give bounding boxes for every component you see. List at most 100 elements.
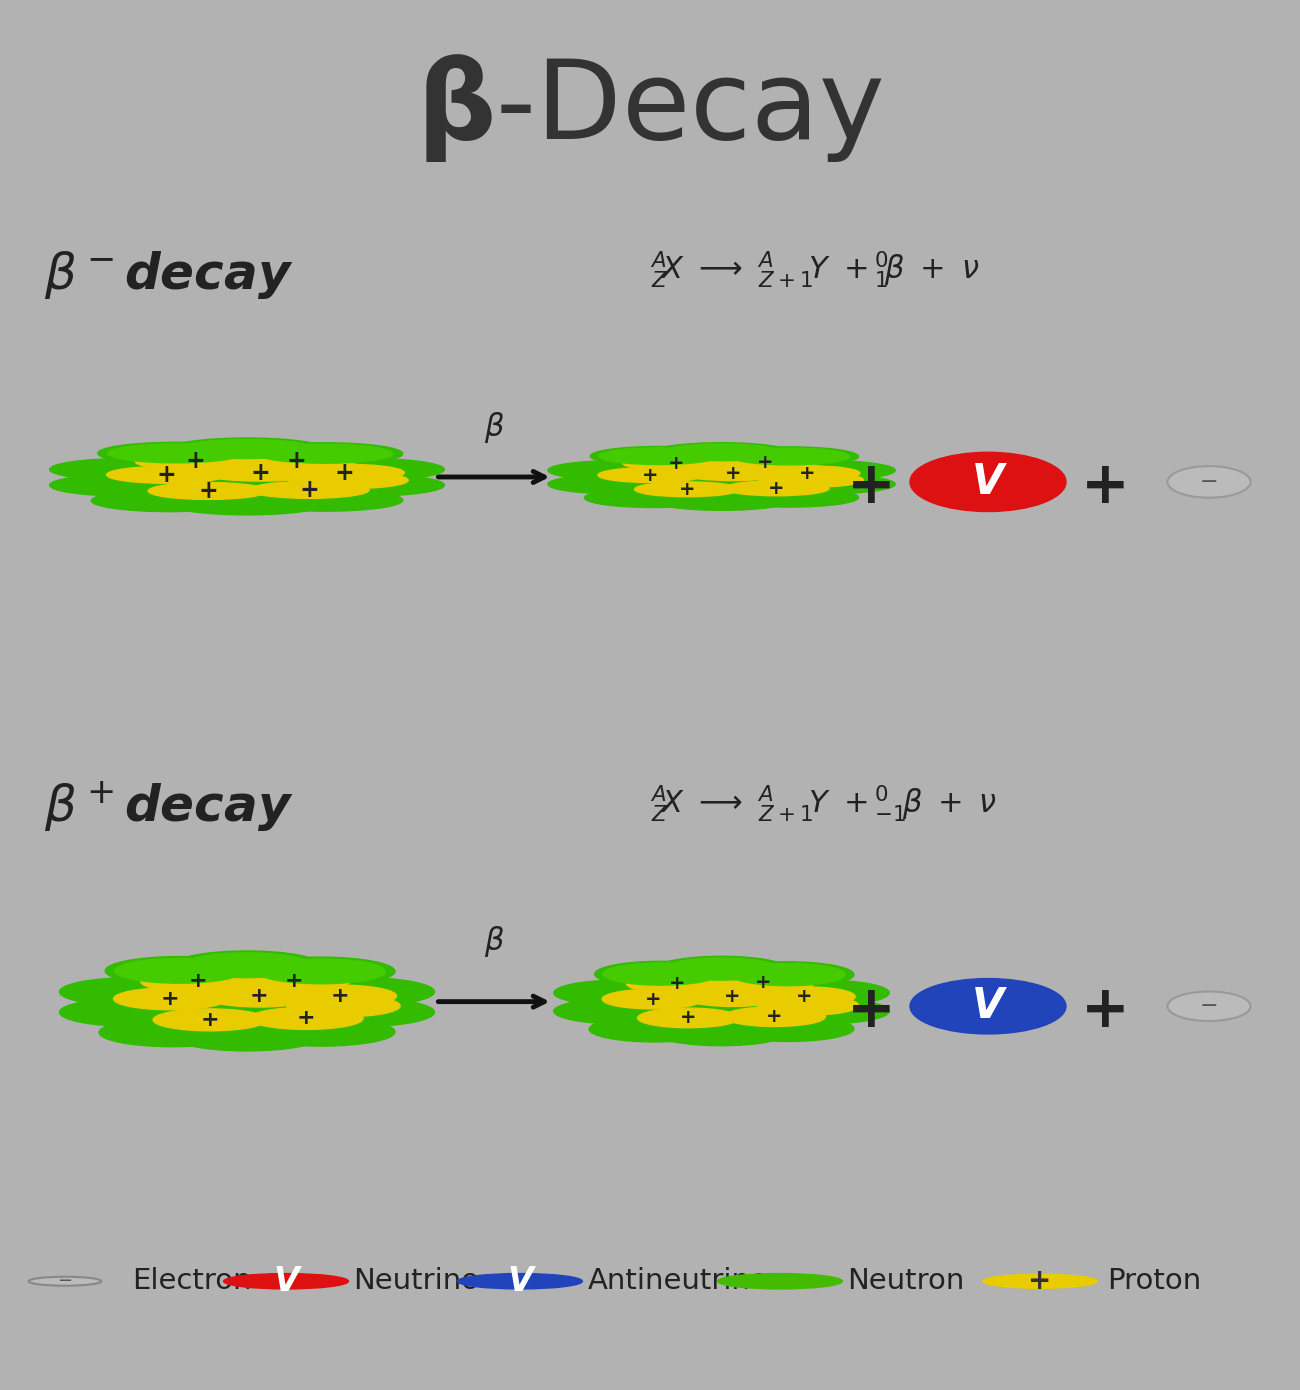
Ellipse shape xyxy=(287,998,434,1027)
Ellipse shape xyxy=(662,443,781,460)
Text: +: + xyxy=(330,986,348,1006)
Ellipse shape xyxy=(203,986,316,1006)
Ellipse shape xyxy=(140,970,255,992)
Text: +: + xyxy=(757,453,773,473)
Ellipse shape xyxy=(60,998,207,1027)
Ellipse shape xyxy=(250,1008,363,1030)
Text: +: + xyxy=(161,988,179,1009)
Circle shape xyxy=(718,1273,842,1289)
Ellipse shape xyxy=(247,443,403,464)
Ellipse shape xyxy=(724,1006,826,1026)
Text: Neutrino: Neutrino xyxy=(354,1268,480,1295)
Text: +: + xyxy=(198,480,218,503)
Ellipse shape xyxy=(179,439,315,459)
Ellipse shape xyxy=(169,438,325,460)
Ellipse shape xyxy=(98,442,254,464)
Ellipse shape xyxy=(289,471,408,489)
Text: +: + xyxy=(724,987,741,1006)
Ellipse shape xyxy=(547,474,685,493)
Ellipse shape xyxy=(722,446,858,466)
Ellipse shape xyxy=(590,446,727,466)
Ellipse shape xyxy=(634,482,740,496)
Ellipse shape xyxy=(599,448,718,464)
Text: $\bf{\beta}$-Decay: $\bf{\beta}$-Decay xyxy=(416,51,884,164)
Text: $\boldsymbol{\beta^+}$decay: $\boldsymbol{\beta^+}$decay xyxy=(44,780,294,835)
Text: Neutron: Neutron xyxy=(848,1268,965,1295)
Ellipse shape xyxy=(169,493,325,514)
Ellipse shape xyxy=(722,1016,854,1041)
Text: V: V xyxy=(507,1265,533,1298)
Text: Antineutrino: Antineutrino xyxy=(588,1268,768,1295)
Text: +: + xyxy=(188,972,207,991)
Text: −: − xyxy=(1200,473,1218,492)
Ellipse shape xyxy=(105,956,254,986)
Text: +: + xyxy=(766,1008,783,1026)
Ellipse shape xyxy=(712,973,814,992)
Ellipse shape xyxy=(289,459,445,481)
Ellipse shape xyxy=(594,962,727,987)
Ellipse shape xyxy=(603,963,718,986)
Text: +: + xyxy=(200,1011,220,1030)
Text: +: + xyxy=(1028,1268,1052,1295)
Circle shape xyxy=(1167,991,1251,1022)
Ellipse shape xyxy=(731,448,850,464)
Ellipse shape xyxy=(758,473,863,488)
Text: +: + xyxy=(299,478,320,502)
Ellipse shape xyxy=(135,453,255,470)
Text: +: + xyxy=(645,990,662,1009)
Ellipse shape xyxy=(200,464,320,481)
Ellipse shape xyxy=(60,977,207,1006)
Text: +: + xyxy=(1080,459,1130,516)
Text: −: − xyxy=(57,1272,73,1290)
Text: +: + xyxy=(846,459,896,516)
Text: +: + xyxy=(670,974,685,992)
Ellipse shape xyxy=(554,980,686,1005)
Circle shape xyxy=(910,452,1066,512)
Ellipse shape xyxy=(655,1020,788,1045)
Text: $^A_Z\!X\ \longrightarrow\ {^A_{Z+1}\!Y}\ +{^0_1}\!\beta\ +\ \nu$: $^A_Z\!X\ \longrightarrow\ {^A_{Z+1}\!Y}… xyxy=(650,249,979,291)
Ellipse shape xyxy=(680,466,785,481)
Text: +: + xyxy=(667,453,684,473)
Text: +: + xyxy=(334,460,355,485)
Ellipse shape xyxy=(664,958,779,980)
Ellipse shape xyxy=(623,456,728,471)
Ellipse shape xyxy=(722,488,858,507)
Ellipse shape xyxy=(627,974,728,994)
Ellipse shape xyxy=(289,474,445,496)
Ellipse shape xyxy=(754,987,855,1006)
Circle shape xyxy=(983,1275,1097,1289)
Ellipse shape xyxy=(547,460,685,480)
Ellipse shape xyxy=(681,987,784,1006)
Text: Electron: Electron xyxy=(133,1268,252,1295)
Circle shape xyxy=(910,979,1066,1034)
Text: Proton: Proton xyxy=(1108,1268,1202,1295)
Ellipse shape xyxy=(91,489,247,512)
Text: V: V xyxy=(972,986,1004,1027)
Ellipse shape xyxy=(173,987,321,1016)
Ellipse shape xyxy=(758,474,896,493)
Ellipse shape xyxy=(757,998,889,1024)
Text: −: − xyxy=(1200,997,1218,1016)
Text: +: + xyxy=(846,983,896,1040)
Ellipse shape xyxy=(286,995,400,1017)
Ellipse shape xyxy=(757,980,889,1005)
Text: +: + xyxy=(286,449,307,473)
Ellipse shape xyxy=(173,951,321,980)
Text: +: + xyxy=(755,973,772,992)
Ellipse shape xyxy=(287,977,434,1006)
Text: $\beta$: $\beta$ xyxy=(484,410,504,445)
Ellipse shape xyxy=(108,443,243,463)
Ellipse shape xyxy=(257,445,393,463)
Ellipse shape xyxy=(99,1019,247,1047)
Text: +: + xyxy=(250,460,270,485)
Ellipse shape xyxy=(247,489,403,512)
Circle shape xyxy=(29,1277,101,1286)
Text: +: + xyxy=(250,986,269,1006)
Circle shape xyxy=(458,1273,582,1289)
Text: +: + xyxy=(296,1008,316,1029)
Ellipse shape xyxy=(237,452,356,470)
Ellipse shape xyxy=(554,998,686,1024)
Ellipse shape xyxy=(257,959,385,984)
Ellipse shape xyxy=(183,952,311,977)
Text: $\boldsymbol{\beta^-}$decay: $\boldsymbol{\beta^-}$decay xyxy=(44,249,294,300)
